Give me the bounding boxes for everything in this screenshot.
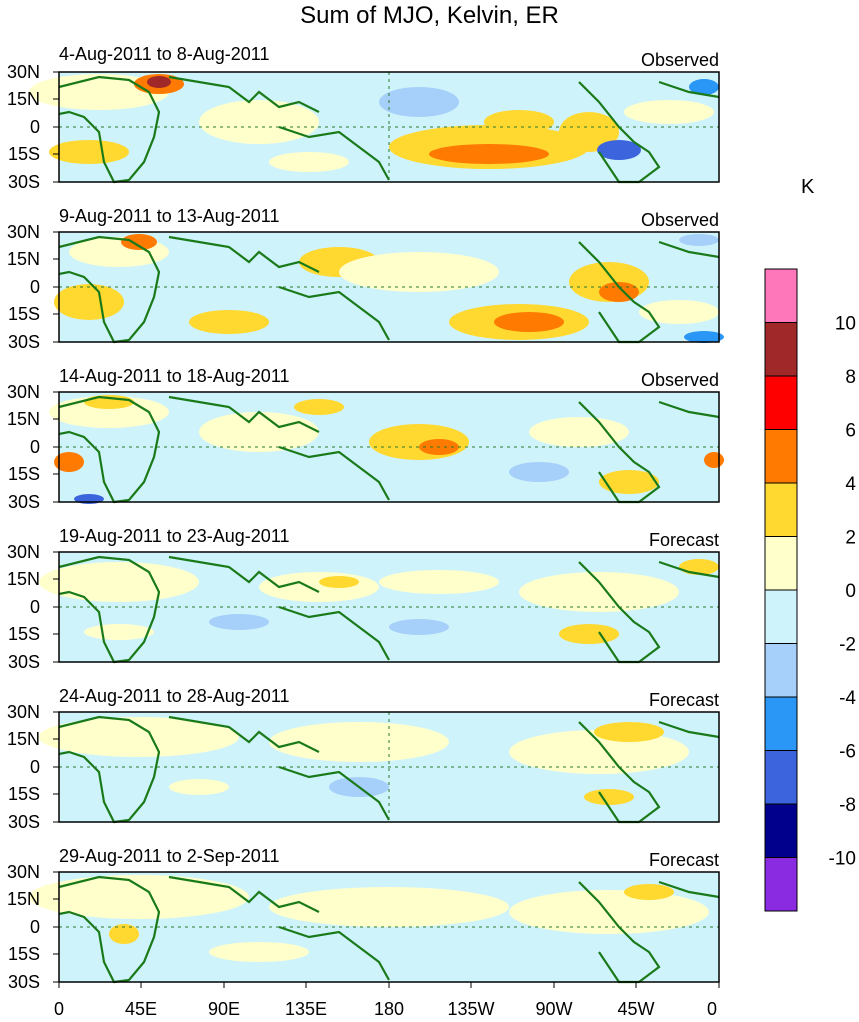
lat-label: 15N xyxy=(7,89,40,109)
lat-label: 30N xyxy=(7,222,40,242)
lat-label: 15S xyxy=(8,304,40,324)
lat-label: 30S xyxy=(8,972,40,988)
colorbar-swatch xyxy=(764,696,798,751)
map-panel-6: 29-Aug-2011 to 2-Sep-2011 Forecast xyxy=(7,846,720,988)
colorbar-label: -4 xyxy=(839,688,856,709)
lat-label: 15S xyxy=(8,464,40,484)
colorbar-swatch xyxy=(764,643,798,698)
lat-label: 30S xyxy=(8,492,40,508)
colorbar: 10 8 6 4 2 0 -2 -4 -6 -8 -10 xyxy=(764,268,856,912)
lat-label: 0 xyxy=(30,917,40,937)
lon-label: 135E xyxy=(284,999,328,1019)
colorbar-swatch xyxy=(764,375,798,430)
lat-label: 15N xyxy=(7,249,40,269)
lat-label: 15N xyxy=(7,729,40,749)
colorbar-units: K xyxy=(801,176,815,198)
lat-label: 30S xyxy=(8,652,40,668)
lat-label: 30N xyxy=(7,862,40,882)
panel-date-label: 4-Aug-2011 to 8-Aug-2011 xyxy=(59,44,269,64)
colorbar-label: 8 xyxy=(845,367,856,388)
lon-label: 180 xyxy=(373,999,405,1019)
anomaly-field xyxy=(54,234,724,343)
lat-label: 15N xyxy=(7,569,40,589)
colorbar-swatch xyxy=(764,268,798,323)
panel-kind-label: Forecast xyxy=(649,850,719,870)
lon-label: 45W xyxy=(617,999,655,1019)
colorbar-swatch xyxy=(764,857,798,912)
colorbar-label: -6 xyxy=(839,742,856,763)
panel-date-label: 9-Aug-2011 to 13-Aug-2011 xyxy=(59,206,280,226)
panel-date-label: 19-Aug-2011 to 23-Aug-2011 xyxy=(59,526,290,546)
anomaly-field xyxy=(39,717,689,805)
lon-label: 135W xyxy=(447,999,495,1019)
lon-label: 0 xyxy=(53,999,65,1019)
lat-label: 15S xyxy=(8,784,40,804)
lat-label: 0 xyxy=(30,117,40,137)
colorbar-swatch xyxy=(764,750,798,805)
map-panel-5: 24-Aug-2011 to 28-Aug-2011 Forecast 30N … xyxy=(7,686,720,828)
panel-date-label: 14-Aug-2011 to 18-Aug-2011 xyxy=(59,366,290,386)
lat-label: 30N xyxy=(7,542,40,562)
lat-label: 0 xyxy=(30,597,40,617)
lat-label: 0 xyxy=(30,437,40,457)
panel-kind-label: Forecast xyxy=(649,690,719,710)
map-panel-4: 19-Aug-2011 to 23-Aug-2011 Forecast xyxy=(7,526,720,668)
lat-label: 30N xyxy=(7,382,40,402)
colorbar-label: 10 xyxy=(835,314,856,335)
colorbar-label: -2 xyxy=(839,635,856,656)
panel-kind-label: Observed xyxy=(641,210,719,230)
colorbar-swatch xyxy=(764,803,798,858)
lat-label: 15S xyxy=(8,144,40,164)
lat-label: 15N xyxy=(7,409,40,429)
lat-label: 30S xyxy=(8,332,40,348)
lon-label: 0 xyxy=(706,999,718,1019)
lon-label: 90E xyxy=(207,999,241,1019)
panel-date-label: 24-Aug-2011 to 28-Aug-2011 xyxy=(59,686,290,706)
map-panel-3: 14-Aug-2011 to 18-Aug-2011 Observed xyxy=(7,366,724,508)
lat-axis: 30N 15N 0 15S 30S xyxy=(7,222,59,348)
continent-outlines xyxy=(58,715,720,824)
lat-axis: 30N 15N 0 15S 30S xyxy=(7,702,59,828)
lon-label: 45E xyxy=(124,999,158,1019)
lat-label: 30S xyxy=(8,812,40,828)
lat-label: 0 xyxy=(30,757,40,777)
panel-date-label: 29-Aug-2011 to 2-Sep-2011 xyxy=(59,846,280,866)
lat-label: 0 xyxy=(30,277,40,297)
panel-kind-label: Observed xyxy=(641,50,719,70)
anomaly-field xyxy=(29,875,709,962)
colorbar-label: -8 xyxy=(839,795,856,816)
lat-label: 30N xyxy=(7,62,40,82)
colorbar-swatch xyxy=(764,429,798,484)
lat-label: 30S xyxy=(8,172,40,188)
panel-kind-label: Forecast xyxy=(649,530,719,550)
lon-label: 90W xyxy=(535,999,573,1019)
colorbar-swatch xyxy=(764,322,798,377)
map-panel-2: 9-Aug-2011 to 13-Aug-2011 Observed xyxy=(7,206,724,348)
colorbar-label: 4 xyxy=(845,474,856,495)
map-panel-1: 4-Aug-2011 to 8-Aug-2011 Observed xyxy=(7,44,720,188)
colorbar-label: 2 xyxy=(845,528,856,549)
lat-axis: 30N 15N 0 15S 30S xyxy=(7,382,59,508)
panel-kind-label: Observed xyxy=(641,370,719,390)
lat-label: 30N xyxy=(7,702,40,722)
lat-label: 15S xyxy=(8,944,40,964)
continent-outlines xyxy=(58,555,720,664)
colorbar-swatch xyxy=(764,482,798,537)
lat-axis: 30N 15N 0 15S 30S xyxy=(7,542,59,668)
figure-title: Sum of MJO, Kelvin, ER xyxy=(300,2,559,29)
lat-label: 15S xyxy=(8,624,40,644)
lat-label: 15N xyxy=(7,889,40,909)
colorbar-swatch xyxy=(764,536,798,591)
colorbar-swatch xyxy=(764,589,798,644)
anomaly-field xyxy=(29,74,719,172)
colorbar-label: 6 xyxy=(845,421,856,442)
lat-axis: 30N 15N 0 15S 30S xyxy=(7,62,59,188)
colorbar-label: -10 xyxy=(829,849,856,870)
lat-axis: 30N 15N 0 15S 30S xyxy=(7,862,720,988)
colorbar-label: 0 xyxy=(845,581,856,602)
